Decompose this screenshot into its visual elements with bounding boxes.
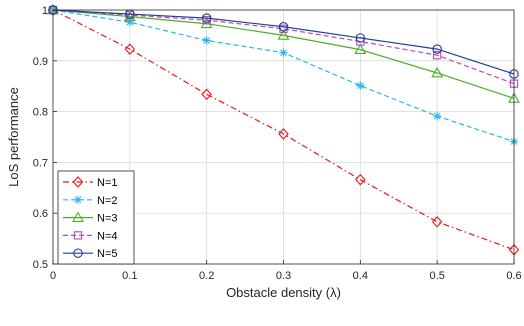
data-point (279, 48, 288, 57)
x-tick-label: 0.3 (276, 270, 291, 282)
series-line (52, 9, 515, 85)
data-point (431, 216, 443, 228)
legend-marker (73, 195, 83, 204)
data-point (124, 43, 136, 55)
data-point (201, 88, 212, 101)
x-tick-label: 0.6 (506, 270, 521, 282)
x-tick-label: 0.4 (353, 270, 368, 282)
ticks: 0 0.1 0.2 0.3 0.4 0.5 0.6 0.5 0.6 0.7 0.8 0.9 1 (33, 5, 522, 282)
legend-marker (72, 176, 84, 188)
y-tick-label: 0.6 (33, 208, 48, 220)
y-tick-label: 1 (42, 5, 48, 17)
legend-marker (73, 231, 83, 240)
series-line (52, 9, 515, 75)
data-point (431, 66, 444, 78)
y-tick-label: 0.7 (33, 157, 48, 169)
data-point (202, 36, 211, 45)
x-tick-label: 0.2 (199, 270, 214, 282)
data-point (432, 111, 442, 121)
legend-entry: N=2 (63, 195, 118, 207)
legend-entry: N=1 (63, 176, 118, 189)
legend-label: N=1 (97, 177, 118, 189)
x-axis-label: Obstacle density (λ) (226, 285, 341, 300)
data-point (355, 173, 366, 186)
data-point (278, 22, 289, 32)
data-point (125, 17, 135, 27)
legend-marker (72, 211, 84, 222)
legend-label: N=5 (97, 248, 118, 260)
legend-entry: N=3 (63, 211, 118, 225)
legend-label: N=2 (97, 195, 118, 207)
data-point (355, 33, 366, 43)
data-point (277, 29, 290, 40)
x-tick-label: 0 (50, 270, 56, 282)
x-tick-label: 0.5 (430, 270, 445, 282)
series-line (52, 9, 515, 99)
legend-entry: N=4 (63, 230, 118, 242)
data-point (354, 43, 367, 54)
data-point (201, 13, 212, 23)
legend-entry: N=5 (63, 248, 118, 260)
data-point (278, 128, 289, 140)
series-layer (47, 3, 520, 256)
legend-label: N=3 (97, 213, 118, 225)
y-tick-label: 0.9 (33, 56, 48, 68)
legend-marker (73, 248, 83, 258)
series-line (52, 9, 515, 251)
data-point (433, 51, 442, 60)
legend-label: N=4 (97, 230, 118, 242)
data-point (200, 17, 213, 29)
y-tick-label: 0.5 (33, 259, 48, 271)
legend: N=1 N=2 N=3 N=4 N=5 (57, 170, 135, 265)
data-point (356, 81, 365, 90)
data-point (432, 44, 442, 54)
y-tick-label: 0.8 (33, 107, 48, 119)
y-axis-label: LoS performance (6, 87, 21, 187)
data-point (123, 10, 136, 21)
x-tick-label: 0.1 (122, 270, 137, 282)
